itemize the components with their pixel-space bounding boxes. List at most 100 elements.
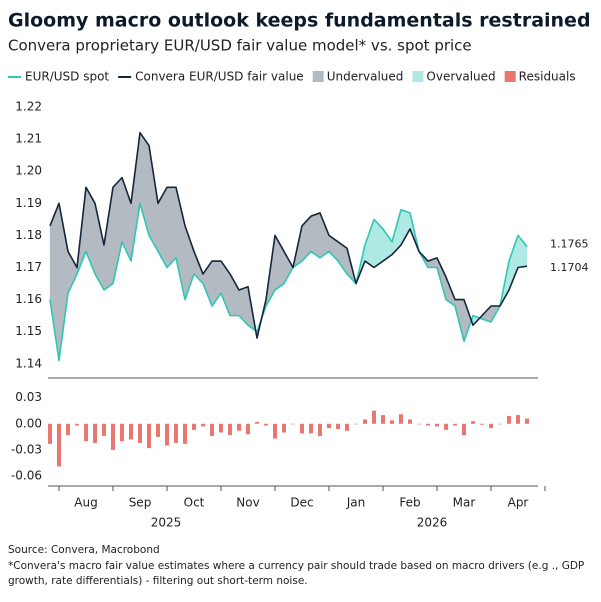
legend: EUR/USD spot Convera EUR/USD fair value Un… xyxy=(8,70,576,84)
bar xyxy=(399,414,403,424)
undervalued-area xyxy=(310,212,321,259)
bar xyxy=(363,419,367,424)
y-tick-label: 1.16 xyxy=(15,292,42,306)
bar xyxy=(345,423,349,431)
y-tick-label: 1.15 xyxy=(15,324,42,338)
y-tick-label: 1.18 xyxy=(15,228,42,242)
bar xyxy=(354,423,358,425)
bar xyxy=(84,423,88,442)
legend-swatch xyxy=(504,71,516,82)
bar xyxy=(417,423,421,425)
bar xyxy=(498,423,502,425)
legend-label: Convera EUR/USD fair value xyxy=(135,70,304,84)
bar xyxy=(291,423,295,425)
x-tick-label: Aug xyxy=(74,496,97,510)
x-tick-label: Sep xyxy=(129,496,152,510)
bar xyxy=(102,423,106,436)
bar xyxy=(246,423,250,435)
year-label: 2025 xyxy=(151,516,182,530)
y-tick-label: 1.22 xyxy=(15,100,42,114)
bar xyxy=(57,423,61,467)
line xyxy=(49,131,528,339)
x-tick-label: Feb xyxy=(399,496,420,510)
bar xyxy=(111,423,115,450)
y-tick-label: 1.17 xyxy=(15,260,42,274)
bar xyxy=(273,423,277,439)
bar xyxy=(408,419,412,424)
bar xyxy=(327,423,331,429)
bar xyxy=(66,423,70,436)
x-tick-label: Nov xyxy=(236,496,259,510)
x-tick-label: Mar xyxy=(453,496,476,510)
note: *Convera's macro fair value estimates wh… xyxy=(8,560,584,572)
bar xyxy=(516,415,520,424)
bar xyxy=(201,423,205,427)
bar xyxy=(390,420,394,424)
legend-label: EUR/USD spot xyxy=(25,70,109,84)
bar xyxy=(318,423,322,436)
y-tick-label: 1.14 xyxy=(15,356,42,370)
bar xyxy=(219,423,223,433)
x-tick-label: Oct xyxy=(184,496,205,510)
bar xyxy=(462,423,466,436)
bar xyxy=(453,423,457,426)
bar xyxy=(210,423,214,436)
year-label: 2026 xyxy=(417,516,448,530)
bar xyxy=(372,410,376,424)
end-label: 1.1765 xyxy=(550,238,589,251)
end-label: 1.1704 xyxy=(550,261,589,274)
bar xyxy=(309,423,313,434)
bar xyxy=(255,422,259,424)
bar xyxy=(480,423,484,425)
bar xyxy=(282,423,286,433)
bar xyxy=(192,423,196,430)
bar xyxy=(138,423,142,443)
line xyxy=(49,202,528,362)
bar xyxy=(174,423,178,443)
legend-swatch xyxy=(312,71,324,82)
legend-label: Undervalued xyxy=(327,70,404,84)
bar xyxy=(147,423,151,449)
bar xyxy=(129,423,133,440)
y-tick-label: 0.03 xyxy=(15,390,42,404)
bar xyxy=(471,421,475,424)
bar xyxy=(435,423,439,427)
y-tick-label: 1.21 xyxy=(15,132,42,146)
bar xyxy=(336,423,340,430)
legend-label: Overvalued xyxy=(426,70,495,84)
chart-subtitle: Convera proprietary EUR/USD fair value m… xyxy=(8,37,472,55)
y-tick-label: 0.00 xyxy=(15,416,42,430)
bar xyxy=(156,423,160,437)
x-tick-label: Dec xyxy=(290,496,313,510)
y-tick-label: 1.19 xyxy=(15,196,42,210)
bar xyxy=(507,415,511,424)
x-tick-label: Jan xyxy=(346,496,366,510)
bar xyxy=(165,423,169,446)
source: Source: Convera, Macrobond xyxy=(8,544,160,556)
y-tick-label: -0.06 xyxy=(11,469,42,483)
bar xyxy=(444,423,448,430)
bar xyxy=(48,423,52,444)
bar xyxy=(75,423,79,426)
bar xyxy=(183,423,187,444)
x-tick-label: Apr xyxy=(508,496,529,510)
y-tick-label: -0.03 xyxy=(11,442,42,456)
bar xyxy=(525,418,529,424)
legend-label: Residuals xyxy=(519,70,576,84)
bar xyxy=(264,423,268,426)
note: growth, rate differentials) - filtering … xyxy=(8,575,308,587)
bar xyxy=(426,423,430,426)
y-tick-label: 1.20 xyxy=(15,164,42,178)
bar xyxy=(237,423,241,431)
chart-title: Gloomy macro outlook keeps fundamentals … xyxy=(8,10,591,32)
bar xyxy=(381,415,385,424)
legend-swatch xyxy=(412,71,424,82)
undervalued-area xyxy=(166,187,177,268)
bar xyxy=(300,423,304,434)
bar xyxy=(93,423,97,443)
bar xyxy=(228,423,232,436)
bar xyxy=(120,423,124,442)
bar xyxy=(489,423,493,429)
